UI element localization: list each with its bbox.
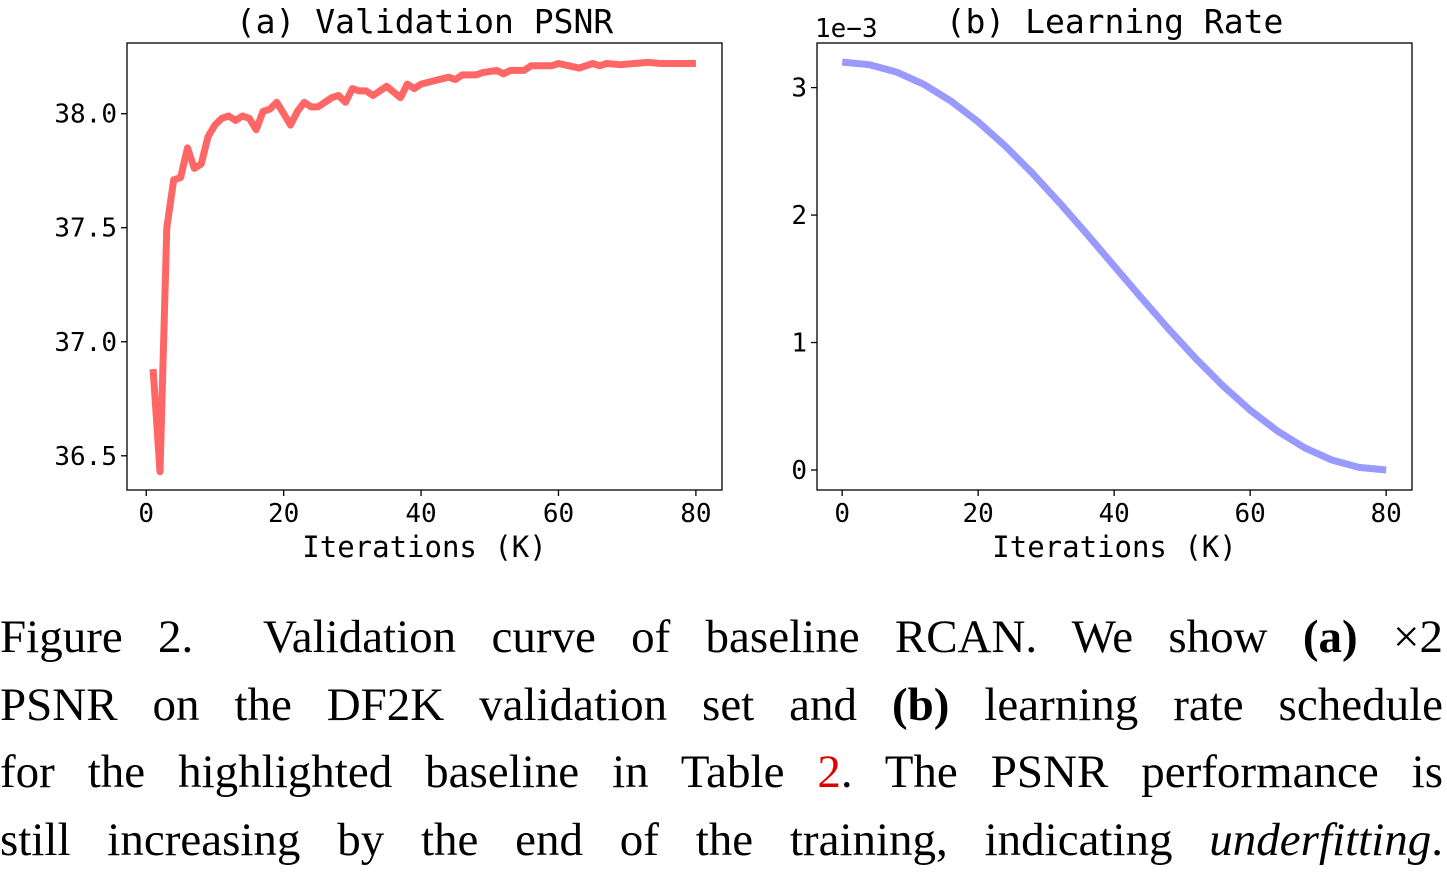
y-tick-label: 37.5 [54,214,117,244]
x-tick-label: 40 [1099,499,1130,529]
panel-a-validation-psnr: 0 20 40 60 80 36.5 37.0 37.5 38.0 (a) Validation … [54,2,722,564]
axes-frame [127,43,722,490]
caption-text: still increasing by the end of the train… [0,814,1209,866]
y-tick-label: 3 [791,74,807,104]
caption-text: for the highlighted baseline in Table [0,746,817,798]
x-tick-label: 80 [1371,499,1402,529]
caption-line-1: Figure 2. Validation curve of baseline R… [0,604,1443,672]
chart-title: (a) Validation PSNR [236,2,614,41]
caption-text: ×2 [1358,611,1443,663]
x-tick-label: 40 [405,499,436,529]
caption-line-3: for the highlighted baseline in Table 2.… [0,739,1443,807]
caption-text: learning rate schedule [949,679,1443,731]
y-scale-offset-label: 1e−3 [815,14,878,44]
y-tick-label: 2 [791,201,807,231]
x-tick-label: 0 [138,499,154,529]
x-tick-label: 20 [268,499,299,529]
x-tick-label: 0 [834,499,850,529]
caption-text: . The PSNR performance is [841,746,1443,798]
caption-line-4: still increasing by the end of the train… [0,807,1443,874]
x-axis-label: Iterations (K) [992,530,1236,564]
y-tick-label: 36.5 [54,442,117,472]
caption-text: PSNR on the DF2K validation set and [0,679,892,731]
x-tick-label: 60 [1235,499,1266,529]
y-tick-label: 1 [791,329,807,359]
y-tick-label: 37.0 [54,328,117,358]
caption-line-2: PSNR on the DF2K validation set and (b) … [0,672,1443,740]
x-tick-label: 60 [543,499,574,529]
caption-text: . [1431,814,1443,866]
y-tick-label: 38.0 [54,100,117,130]
caption-italic: underfitting [1209,814,1431,866]
psnr-series-line [153,62,696,471]
x-tick-label: 80 [680,499,711,529]
caption-bold-b: (b) [892,679,949,731]
x-tick-label: 20 [963,499,994,529]
learning-rate-series-line [842,62,1386,470]
figure-caption: Figure 2. Validation curve of baseline R… [0,604,1443,874]
panel-b-learning-rate: 0 20 40 60 80 0 1 2 3 (b) Learning Rate Iterations… [791,2,1412,564]
caption-bold-a: (a) [1303,611,1358,663]
caption-text: Figure 2. Validation curve of baseline R… [0,611,1303,663]
chart-title: (b) Learning Rate [946,2,1284,41]
y-tick-label: 0 [791,456,807,486]
table-reference-link[interactable]: 2 [817,746,841,798]
x-axis-label: Iterations (K) [302,530,546,564]
